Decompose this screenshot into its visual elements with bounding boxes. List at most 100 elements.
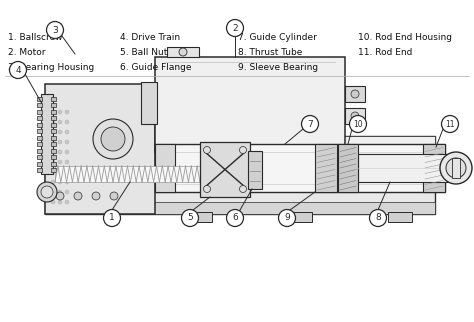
Bar: [452, 158, 460, 178]
Text: 4: 4: [15, 65, 21, 74]
Circle shape: [110, 192, 118, 200]
Circle shape: [51, 190, 55, 194]
Text: 7: 7: [307, 119, 313, 128]
Bar: [45, 202, 435, 214]
Circle shape: [51, 200, 55, 204]
Text: 4. Drive Train: 4. Drive Train: [120, 33, 180, 42]
Circle shape: [51, 110, 55, 114]
Bar: [45, 84, 155, 214]
Text: 2: 2: [232, 24, 238, 33]
Text: 8. Thrust Tube: 8. Thrust Tube: [238, 48, 302, 56]
Circle shape: [65, 160, 69, 164]
Circle shape: [65, 180, 69, 184]
Circle shape: [41, 186, 53, 198]
Bar: [37, 116, 42, 120]
Text: 3: 3: [52, 25, 58, 34]
Bar: [51, 103, 56, 107]
Circle shape: [56, 192, 64, 200]
Text: 1: 1: [109, 213, 115, 223]
Circle shape: [227, 210, 244, 226]
Bar: [51, 148, 56, 153]
Text: 9. Sleeve Bearing: 9. Sleeve Bearing: [238, 62, 318, 71]
Circle shape: [92, 192, 100, 200]
Circle shape: [239, 185, 246, 193]
Text: 1. Ballscrew: 1. Ballscrew: [8, 33, 63, 42]
Circle shape: [58, 200, 62, 204]
Bar: [51, 142, 56, 146]
Bar: [45, 136, 435, 214]
Text: 8: 8: [375, 213, 381, 223]
Bar: [37, 129, 42, 133]
Circle shape: [301, 116, 319, 132]
Bar: [41, 94, 53, 174]
Circle shape: [51, 130, 55, 134]
Circle shape: [279, 210, 295, 226]
Circle shape: [93, 119, 133, 159]
Circle shape: [51, 160, 55, 164]
Bar: [51, 168, 56, 172]
Circle shape: [58, 160, 62, 164]
Circle shape: [37, 182, 57, 202]
Circle shape: [101, 127, 125, 151]
Bar: [37, 148, 42, 153]
Circle shape: [58, 150, 62, 154]
Circle shape: [440, 152, 472, 184]
Circle shape: [58, 140, 62, 144]
Circle shape: [74, 192, 82, 200]
Bar: [37, 103, 42, 107]
Circle shape: [65, 190, 69, 194]
Bar: [155, 144, 175, 192]
Circle shape: [239, 147, 246, 154]
Bar: [345, 108, 365, 124]
Bar: [51, 162, 56, 166]
Bar: [37, 168, 42, 172]
Bar: [141, 82, 157, 124]
Bar: [423, 144, 445, 192]
Bar: [55, 166, 230, 182]
Bar: [338, 144, 358, 192]
Bar: [37, 155, 42, 159]
Circle shape: [51, 120, 55, 124]
Bar: [51, 129, 56, 133]
Circle shape: [58, 110, 62, 114]
Circle shape: [51, 170, 55, 174]
Circle shape: [349, 116, 366, 132]
Circle shape: [51, 180, 55, 184]
Bar: [51, 97, 56, 100]
Bar: [358, 154, 456, 182]
Text: 3. Bearing Housing: 3. Bearing Housing: [8, 62, 94, 71]
Bar: [45, 136, 435, 148]
Circle shape: [58, 190, 62, 194]
Circle shape: [65, 110, 69, 114]
Text: 6. Guide Flange: 6. Guide Flange: [120, 62, 191, 71]
Bar: [51, 122, 56, 127]
Circle shape: [51, 150, 55, 154]
Circle shape: [58, 180, 62, 184]
Text: 6: 6: [232, 213, 238, 223]
Bar: [248, 151, 262, 189]
Bar: [51, 136, 56, 139]
Text: 10. Rod End Housing: 10. Rod End Housing: [358, 33, 452, 42]
Circle shape: [58, 120, 62, 124]
Text: 9: 9: [284, 213, 290, 223]
Bar: [188, 212, 212, 222]
Bar: [155, 144, 445, 192]
Circle shape: [9, 62, 27, 79]
Text: 5: 5: [187, 213, 193, 223]
Text: 10: 10: [353, 119, 363, 128]
Circle shape: [65, 200, 69, 204]
Circle shape: [351, 112, 359, 120]
Text: 7. Guide Cylinder: 7. Guide Cylinder: [238, 33, 317, 42]
Circle shape: [51, 140, 55, 144]
Bar: [37, 109, 42, 113]
Text: 5. Ball Nut: 5. Ball Nut: [120, 48, 167, 56]
Circle shape: [446, 158, 466, 178]
Bar: [288, 212, 312, 222]
Text: 11: 11: [445, 119, 455, 128]
Circle shape: [203, 185, 210, 193]
Circle shape: [65, 170, 69, 174]
Text: 2. Motor: 2. Motor: [8, 48, 46, 56]
Bar: [155, 57, 345, 152]
Text: 11. Rod End: 11. Rod End: [358, 48, 412, 56]
Circle shape: [179, 48, 187, 56]
